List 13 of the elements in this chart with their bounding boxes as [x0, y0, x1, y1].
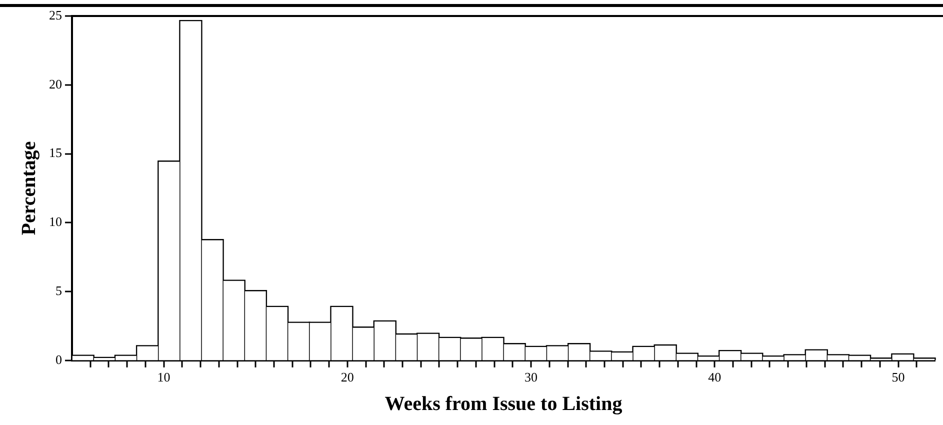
- x-tick-label: 50: [892, 370, 905, 385]
- x-tick-label: 10: [157, 370, 170, 385]
- y-axis-title: Percentage: [18, 141, 40, 236]
- y-tick-label: 20: [49, 76, 62, 92]
- x-tick-label: 20: [340, 370, 354, 385]
- y-tick-label: 10: [49, 214, 62, 230]
- y-tick-label: 25: [49, 7, 62, 22]
- y-tick-label: 15: [49, 145, 62, 160]
- x-tick-label: 40: [708, 370, 722, 385]
- x-tick-label: 30: [524, 370, 538, 385]
- y-tick-label: 0: [56, 352, 62, 367]
- y-tick-label: 5: [56, 282, 62, 298]
- x-axis-title: Weeks from Issue to Listing: [384, 393, 622, 416]
